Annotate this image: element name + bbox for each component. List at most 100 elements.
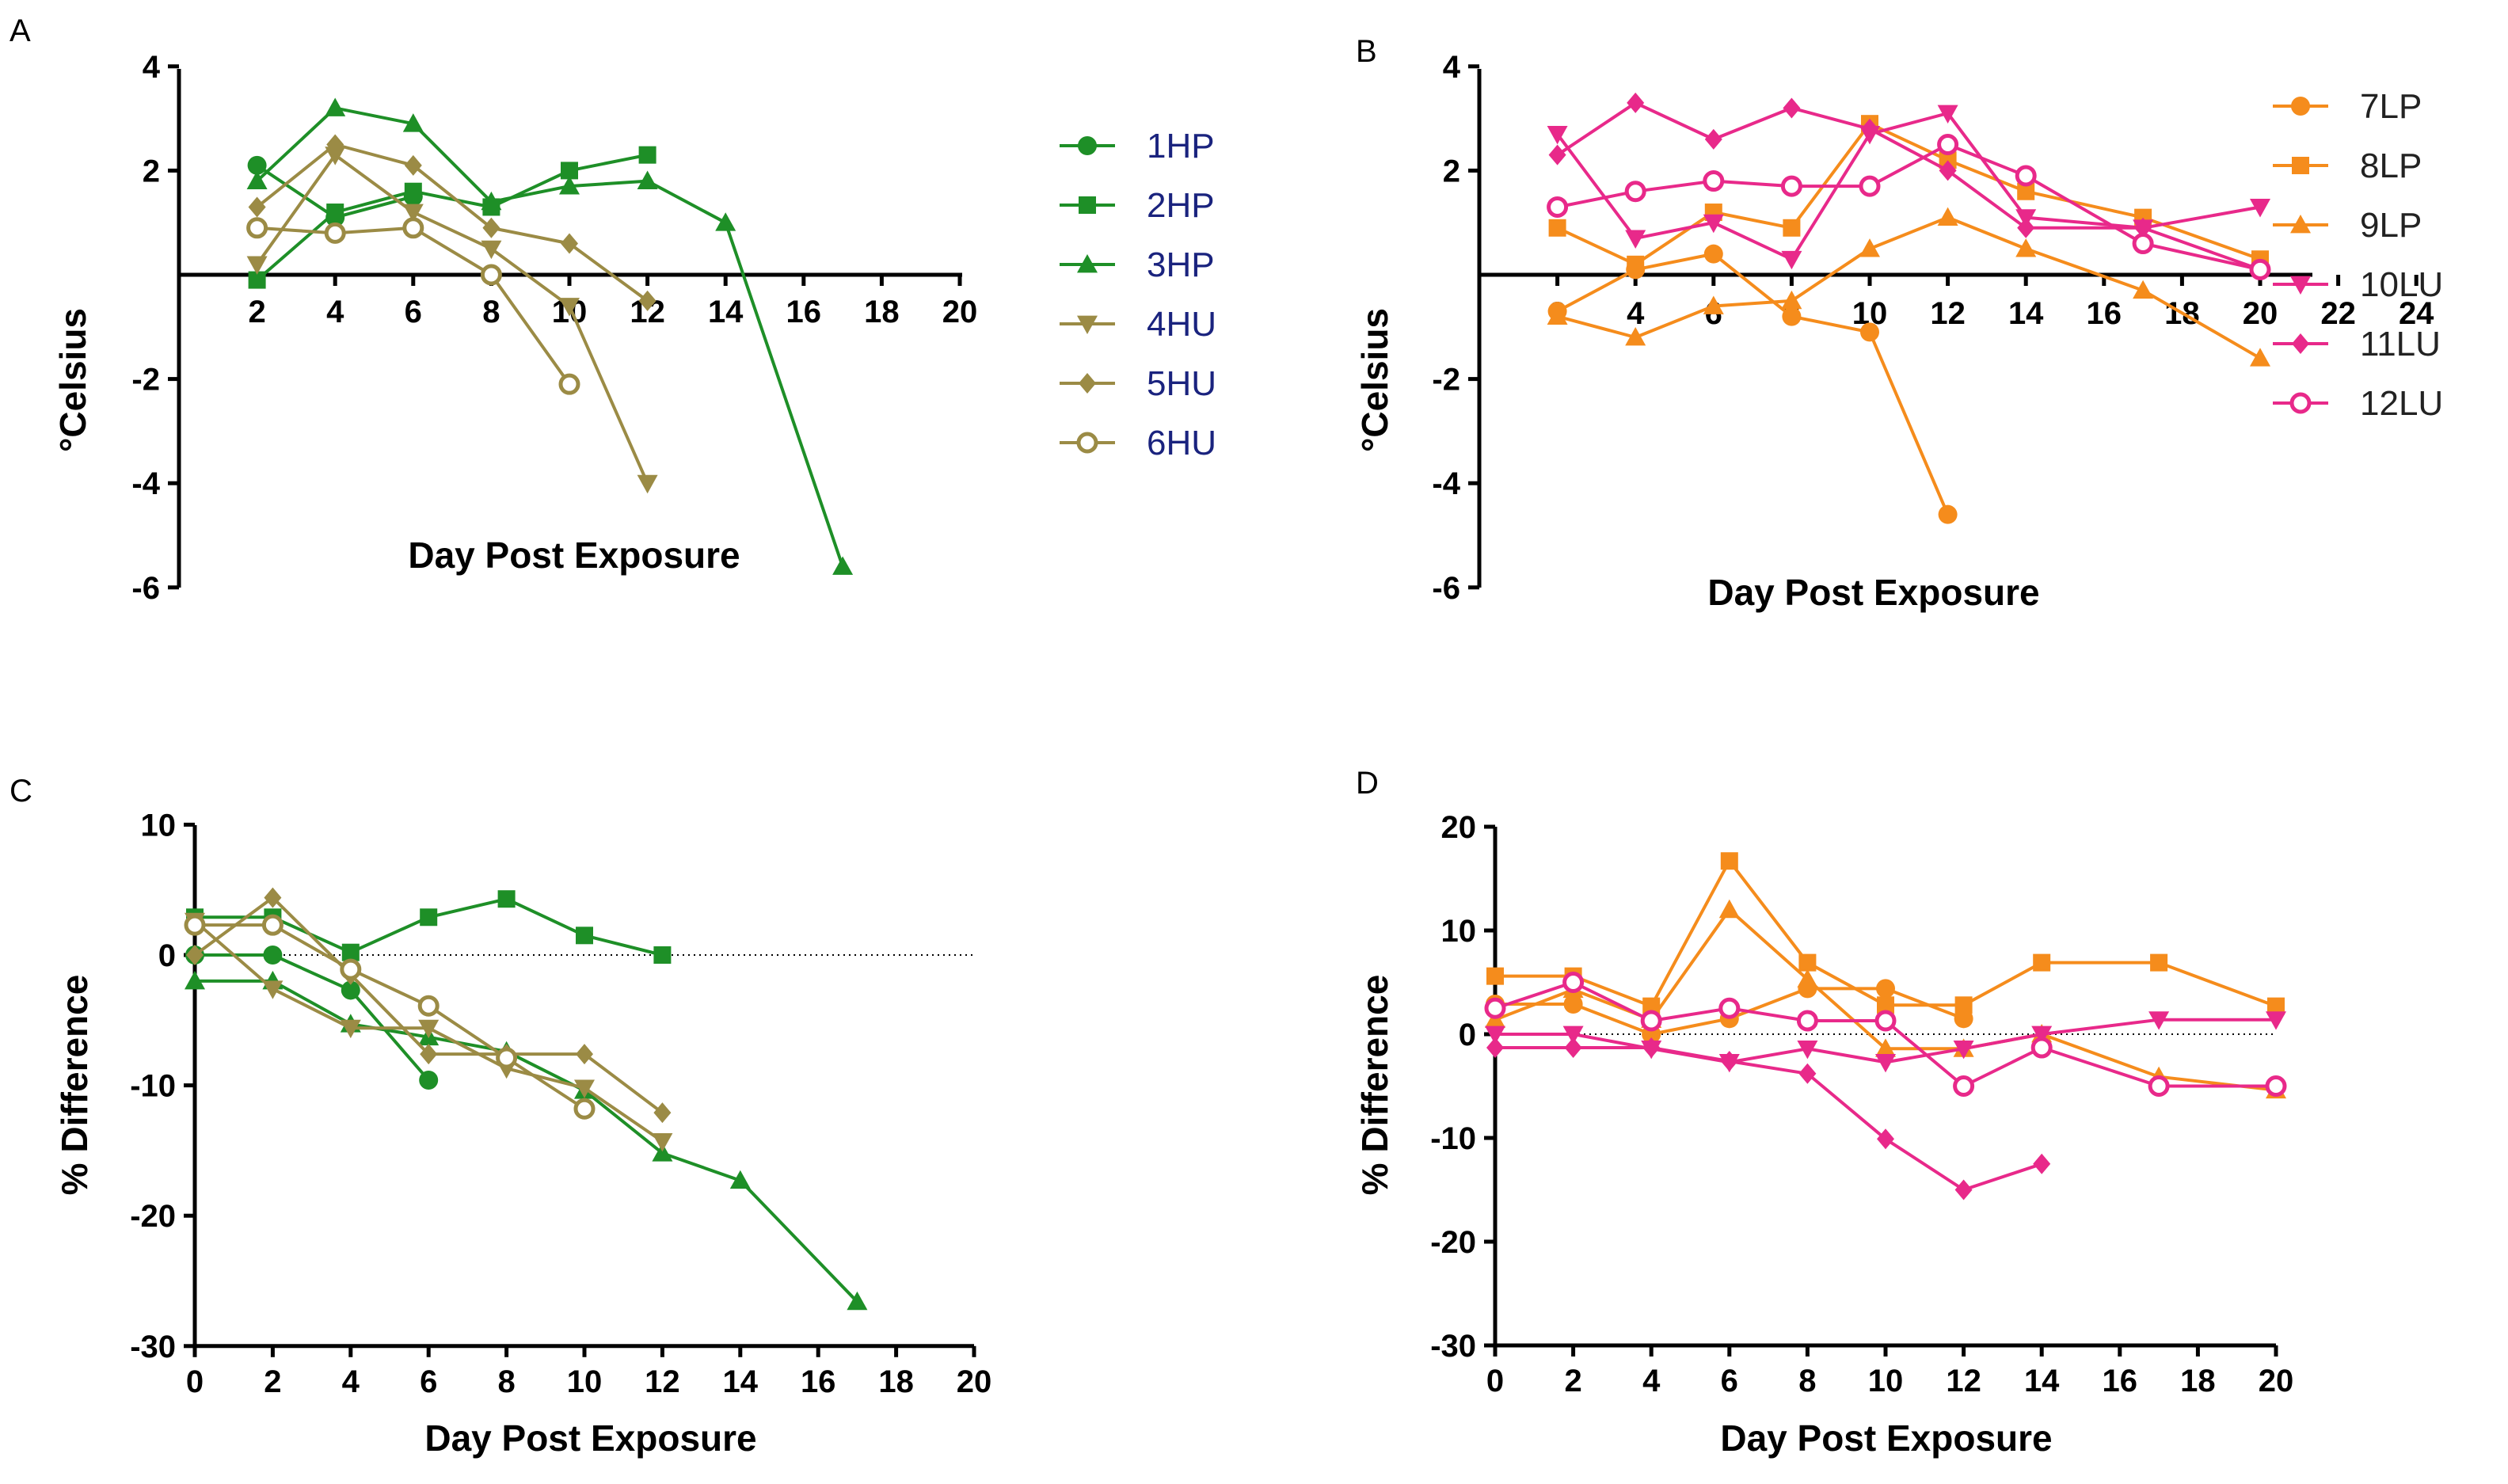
legend-entry-9lp: 9LP [2273, 206, 2422, 245]
x-tick-label-d: 0 [1486, 1364, 1504, 1398]
data-point-10lu [1937, 105, 1958, 124]
x-tick-label-a: 6 [405, 295, 422, 329]
legend-label-5hu: 5HU [1147, 364, 1216, 403]
y-axis-label-c: % Difference [54, 975, 95, 1196]
series-8lp-b [1548, 115, 2269, 273]
data-point-9lp [1937, 207, 1958, 226]
data-point-7lp [1938, 504, 1958, 524]
data-point-9lp [1718, 899, 1740, 919]
series-line-10lu [1495, 1018, 2276, 1064]
legend-label-3hp: 3HP [1147, 245, 1215, 284]
data-point-8lp [1783, 219, 1801, 237]
data-point-4hu [325, 146, 346, 166]
series-5hu-a [248, 134, 656, 311]
x-tick-label-c: 8 [497, 1364, 515, 1399]
data-point-4hu [574, 1079, 595, 1098]
data-point-10lu [1562, 1025, 1584, 1045]
series-3hp-a [246, 97, 854, 575]
data-point-6hu [340, 958, 362, 980]
data-point-8lp [1877, 996, 1894, 1014]
data-point-12lu [2148, 1075, 2170, 1097]
chart-panel-c: -30 -20 -10 0 10 0 2 4 6 8 10 12 14 16 18 20 % Differenc… [54, 808, 991, 1459]
data-point-2hp [248, 271, 266, 289]
data-point-2hp [420, 908, 438, 927]
x-tick-label-d: 14 [2024, 1364, 2060, 1398]
legend-marker-4hu [1077, 315, 1098, 334]
x-axis-label-b: Day Post Exposure [1707, 572, 2039, 613]
y-tick-label-b: -6 [1432, 571, 1460, 606]
legend-marker-1hp [1078, 136, 1097, 155]
series-6hu-c [184, 914, 596, 1120]
data-point-4hu [481, 240, 502, 260]
data-point-2hp [326, 204, 344, 222]
legend-entry-2hp: 2HP [1060, 186, 1215, 225]
data-point-2hp [653, 946, 672, 964]
x-tick-label-d: 18 [2180, 1364, 2216, 1398]
data-point-11lu [1783, 97, 1801, 119]
data-point-12lu [1547, 196, 1569, 218]
data-point-11lu [1486, 1037, 1504, 1059]
data-point-8lp [1954, 996, 1973, 1014]
series-6hu-a [246, 217, 580, 395]
legend-label-1hp: 1HP [1147, 127, 1215, 166]
data-point-12lu [2015, 165, 2037, 187]
data-point-8lp [1486, 967, 1504, 985]
series-line-5hu [256, 143, 649, 303]
data-point-8lp [1720, 852, 1738, 870]
x-tick-label-b: 22 [2320, 296, 2356, 331]
data-point-12lu [1624, 181, 1646, 203]
data-point-1hp [263, 946, 283, 965]
y-tick-label-a: -6 [131, 571, 160, 606]
series-line-7lp [1556, 252, 1950, 516]
data-point-2hp [497, 890, 516, 908]
series-line-4hu [255, 153, 649, 485]
y-tick-label-c: -10 [130, 1069, 176, 1104]
series-2hp-c [186, 890, 672, 964]
data-point-10lu [1953, 1040, 1974, 1060]
x-tick-label-b: 24 [2399, 296, 2434, 331]
data-point-12lu [2249, 258, 2271, 280]
data-point-5hu [420, 1044, 438, 1065]
legend-label-7lp: 7LP [2360, 87, 2422, 126]
y-axis-label-b: °Celsius [1354, 308, 1395, 452]
data-point-6hu [261, 914, 284, 936]
data-point-12lu [1703, 170, 1725, 192]
data-point-2hp [576, 927, 593, 945]
y-tick-label-c: -20 [130, 1199, 176, 1234]
data-point-9lp [2250, 348, 2270, 367]
y-tick-label-d: 20 [1441, 810, 1477, 845]
data-point-4hu [637, 474, 658, 494]
series-line-9lp [1557, 215, 2262, 360]
series-4hu-a [246, 146, 658, 494]
data-point-8lp [1548, 219, 1566, 237]
data-point-3hp [715, 212, 736, 231]
legend-entry-6hu: 6HU [1060, 424, 1216, 462]
data-point-6hu [558, 373, 580, 395]
data-point-6hu [573, 1098, 596, 1120]
series-line-8lp [1556, 122, 2261, 266]
data-point-1hp [247, 155, 267, 175]
data-point-6hu [324, 222, 346, 244]
data-point-5hu [576, 1044, 593, 1065]
series-12lu-d [1484, 972, 2287, 1097]
x-tick-label-c: 0 [186, 1364, 204, 1399]
legend-entry-1hp: 1HP [1060, 127, 1215, 166]
data-point-6hu [184, 914, 206, 936]
data-point-4hu [652, 1132, 673, 1152]
data-point-11lu [1642, 1037, 1661, 1059]
legend-entry-11lu: 11LU [2273, 325, 2441, 363]
series-line-3hp [256, 106, 844, 568]
legend-label-12lu: 12LU [2360, 384, 2443, 423]
data-point-11lu [1627, 92, 1645, 113]
data-point-11lu [1798, 1063, 1817, 1084]
data-point-1hp [419, 1071, 439, 1090]
data-point-4hu [402, 204, 424, 223]
data-point-12lu [1780, 175, 1802, 197]
data-point-9lp [1797, 968, 1818, 987]
data-point-2hp [341, 943, 360, 961]
data-point-12lu [2030, 1037, 2053, 1059]
data-point-9lp [1703, 295, 1724, 314]
data-point-10lu [1797, 1040, 1818, 1060]
x-tick-label-a: 20 [942, 295, 978, 329]
